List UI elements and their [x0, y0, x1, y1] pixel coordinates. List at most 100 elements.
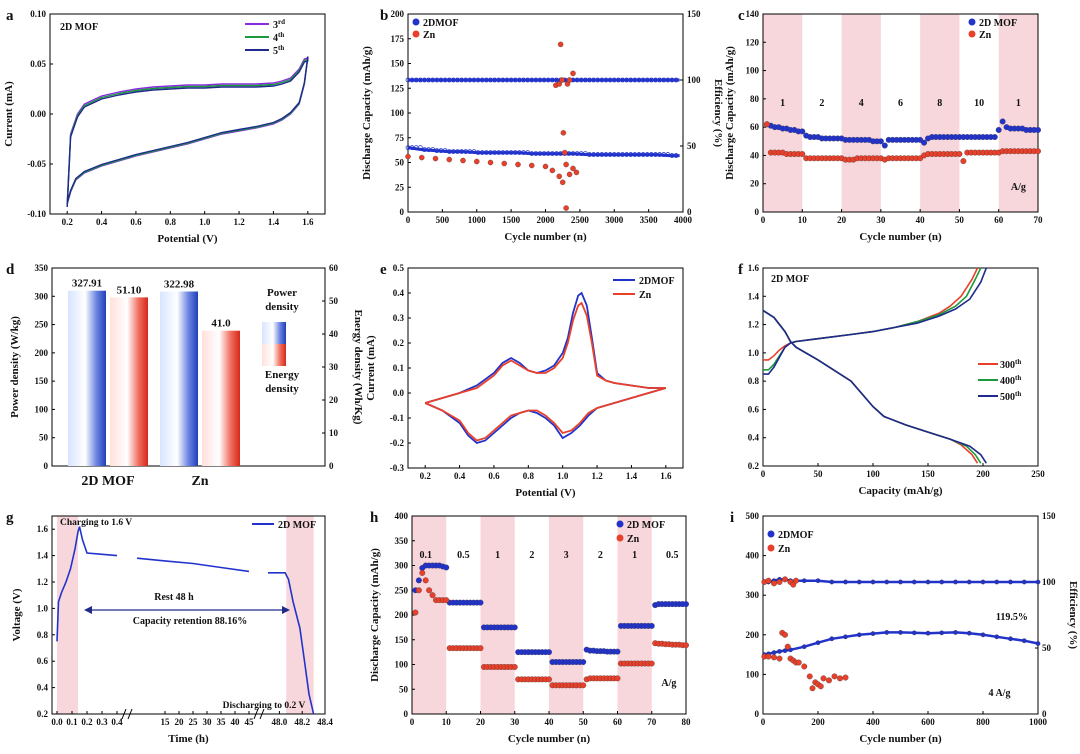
data-point-2D MOF	[683, 601, 689, 608]
y-tick-label: 200	[746, 630, 760, 640]
legend-label: Zn	[423, 30, 436, 41]
y-tick-label: 0.1	[393, 363, 405, 373]
zn-capacity-point	[446, 156, 452, 163]
y-axis-label: Discharge Capacity (mAh/g)	[724, 46, 736, 180]
voltage-curve-rest	[136, 557, 250, 573]
zn-capacity-point	[826, 677, 832, 684]
2dmof-efficiency-point	[829, 579, 835, 585]
data-point-2D MOF	[443, 564, 450, 571]
legend-label: Power	[267, 287, 297, 299]
data-point-2D MOF	[511, 624, 518, 631]
plot-frame	[762, 13, 1039, 213]
chart-title: 2D MOF	[771, 274, 809, 285]
x-tick-label: 0.6	[130, 217, 142, 227]
y-tick-label: 1.2	[37, 577, 49, 587]
legend-label: 2D MOF	[979, 18, 1017, 29]
x-tick-label: 30	[203, 717, 213, 727]
x-tick-label: 150	[921, 469, 935, 479]
zn-efficiency-point	[782, 576, 788, 583]
data-point-Zn	[614, 675, 621, 682]
y-tick-label: 350	[395, 536, 409, 546]
2dmof-efficiency-point	[994, 579, 1000, 585]
x-tick-label: 500	[436, 215, 450, 225]
zn-capacity-point	[487, 159, 494, 166]
y2-tick-label: 100	[687, 75, 701, 85]
rate-label: 1	[780, 98, 785, 109]
x-axis-label: Cycle number (n)	[504, 231, 587, 243]
x-tick-label: 50	[579, 717, 589, 727]
legend-label: 400th	[1000, 374, 1021, 387]
rate-label: 6	[898, 98, 903, 109]
y2-tick-label: 150	[1042, 511, 1056, 521]
2dmof-capacity-point	[925, 630, 931, 636]
y-tick-label: 0.4	[748, 433, 760, 443]
zn-efficiency-point	[793, 577, 799, 584]
data-point	[673, 153, 679, 158]
x-tick-label: 250	[1031, 469, 1045, 479]
data-point-2D MOF	[877, 138, 884, 145]
legend-label: 4th	[273, 31, 284, 44]
y-tick-label: 0.05	[30, 59, 46, 69]
legend-label: 2D MOF	[278, 520, 316, 531]
x-tick-label: 40	[545, 717, 555, 727]
legend-label: Zn	[778, 544, 791, 555]
data-point-2D MOF	[648, 622, 655, 629]
2dmof-capacity-point	[843, 634, 848, 640]
y-tick-label: 175	[391, 34, 405, 44]
x-tick-label: 0.4	[96, 217, 108, 227]
y-tick-label: 0.6	[748, 404, 760, 414]
x-tick-label: 35	[217, 717, 227, 727]
y-tick-label: 1.0	[37, 603, 49, 613]
data-point-2D MOF	[614, 648, 621, 655]
data-point-2D MOF	[799, 128, 806, 135]
2dmof-capacity-point	[911, 630, 917, 636]
y-tick-label: 0.3	[393, 313, 405, 323]
x-tick-label: 60	[613, 717, 623, 727]
y-tick-label: 25	[395, 182, 405, 192]
y-tick-label: 0.2	[748, 461, 760, 471]
y2-tick-label: 0	[1042, 709, 1047, 719]
zn-efficiency-point	[560, 130, 567, 136]
discharge-curve-400th	[762, 309, 982, 464]
y-tick-label: 0.5	[393, 263, 405, 273]
rate-label: 2	[529, 550, 534, 561]
zn-capacity-point	[556, 173, 563, 180]
y2-tick-label: 100	[1042, 577, 1056, 587]
legend-label: 500th	[1000, 390, 1021, 403]
y-tick-label: 50	[39, 433, 49, 443]
x-tick-label: 48.2	[294, 717, 310, 727]
x-tick-label: 30	[510, 717, 520, 727]
y-tick-label: 50	[399, 684, 409, 694]
data-point-Zn	[443, 597, 450, 604]
data-point-Zn	[477, 645, 484, 652]
rate-label: 1	[632, 550, 637, 561]
y-tick-label: 300	[395, 561, 409, 571]
x-tick-label: 1500	[502, 215, 521, 225]
annotation-rest: Rest 48 h	[154, 592, 194, 603]
axis-break	[259, 708, 265, 720]
x-tick-label: 25	[189, 717, 199, 727]
charge-band	[57, 516, 78, 714]
y-tick-label: 1.4	[748, 291, 760, 301]
y2-tick-label: 50	[687, 141, 697, 151]
zn-efficiency-point	[570, 70, 576, 77]
panel-f: 0 50 100 150 200 250 0.2 0.4 0.6 0.8 1.0 1.2 1.4 1.6 C…	[748, 263, 1046, 497]
2dmof-efficiency-point	[870, 579, 876, 585]
2dmof-efficiency-point	[815, 578, 821, 584]
2dmof-efficiency-point	[843, 579, 848, 585]
rate-label: 10	[974, 98, 984, 109]
legend-label: 2DMOF	[639, 276, 675, 287]
unit-label: A/g	[1011, 182, 1026, 193]
zn-efficiency-point	[556, 81, 563, 87]
data-point-Zn	[429, 592, 436, 599]
panel-label: i	[730, 510, 734, 526]
x-tick-label: 2500	[571, 215, 590, 225]
zn-capacity-point	[771, 654, 777, 661]
axis-break	[253, 708, 259, 720]
x-tick-label: 2000	[537, 215, 556, 225]
y-tick-label: 0	[755, 709, 760, 719]
y-tick-label: 150	[35, 376, 49, 386]
2dmof-capacity-point	[953, 630, 958, 635]
zn-efficiency-point	[765, 577, 772, 584]
x-tick-label: 20	[476, 717, 486, 727]
